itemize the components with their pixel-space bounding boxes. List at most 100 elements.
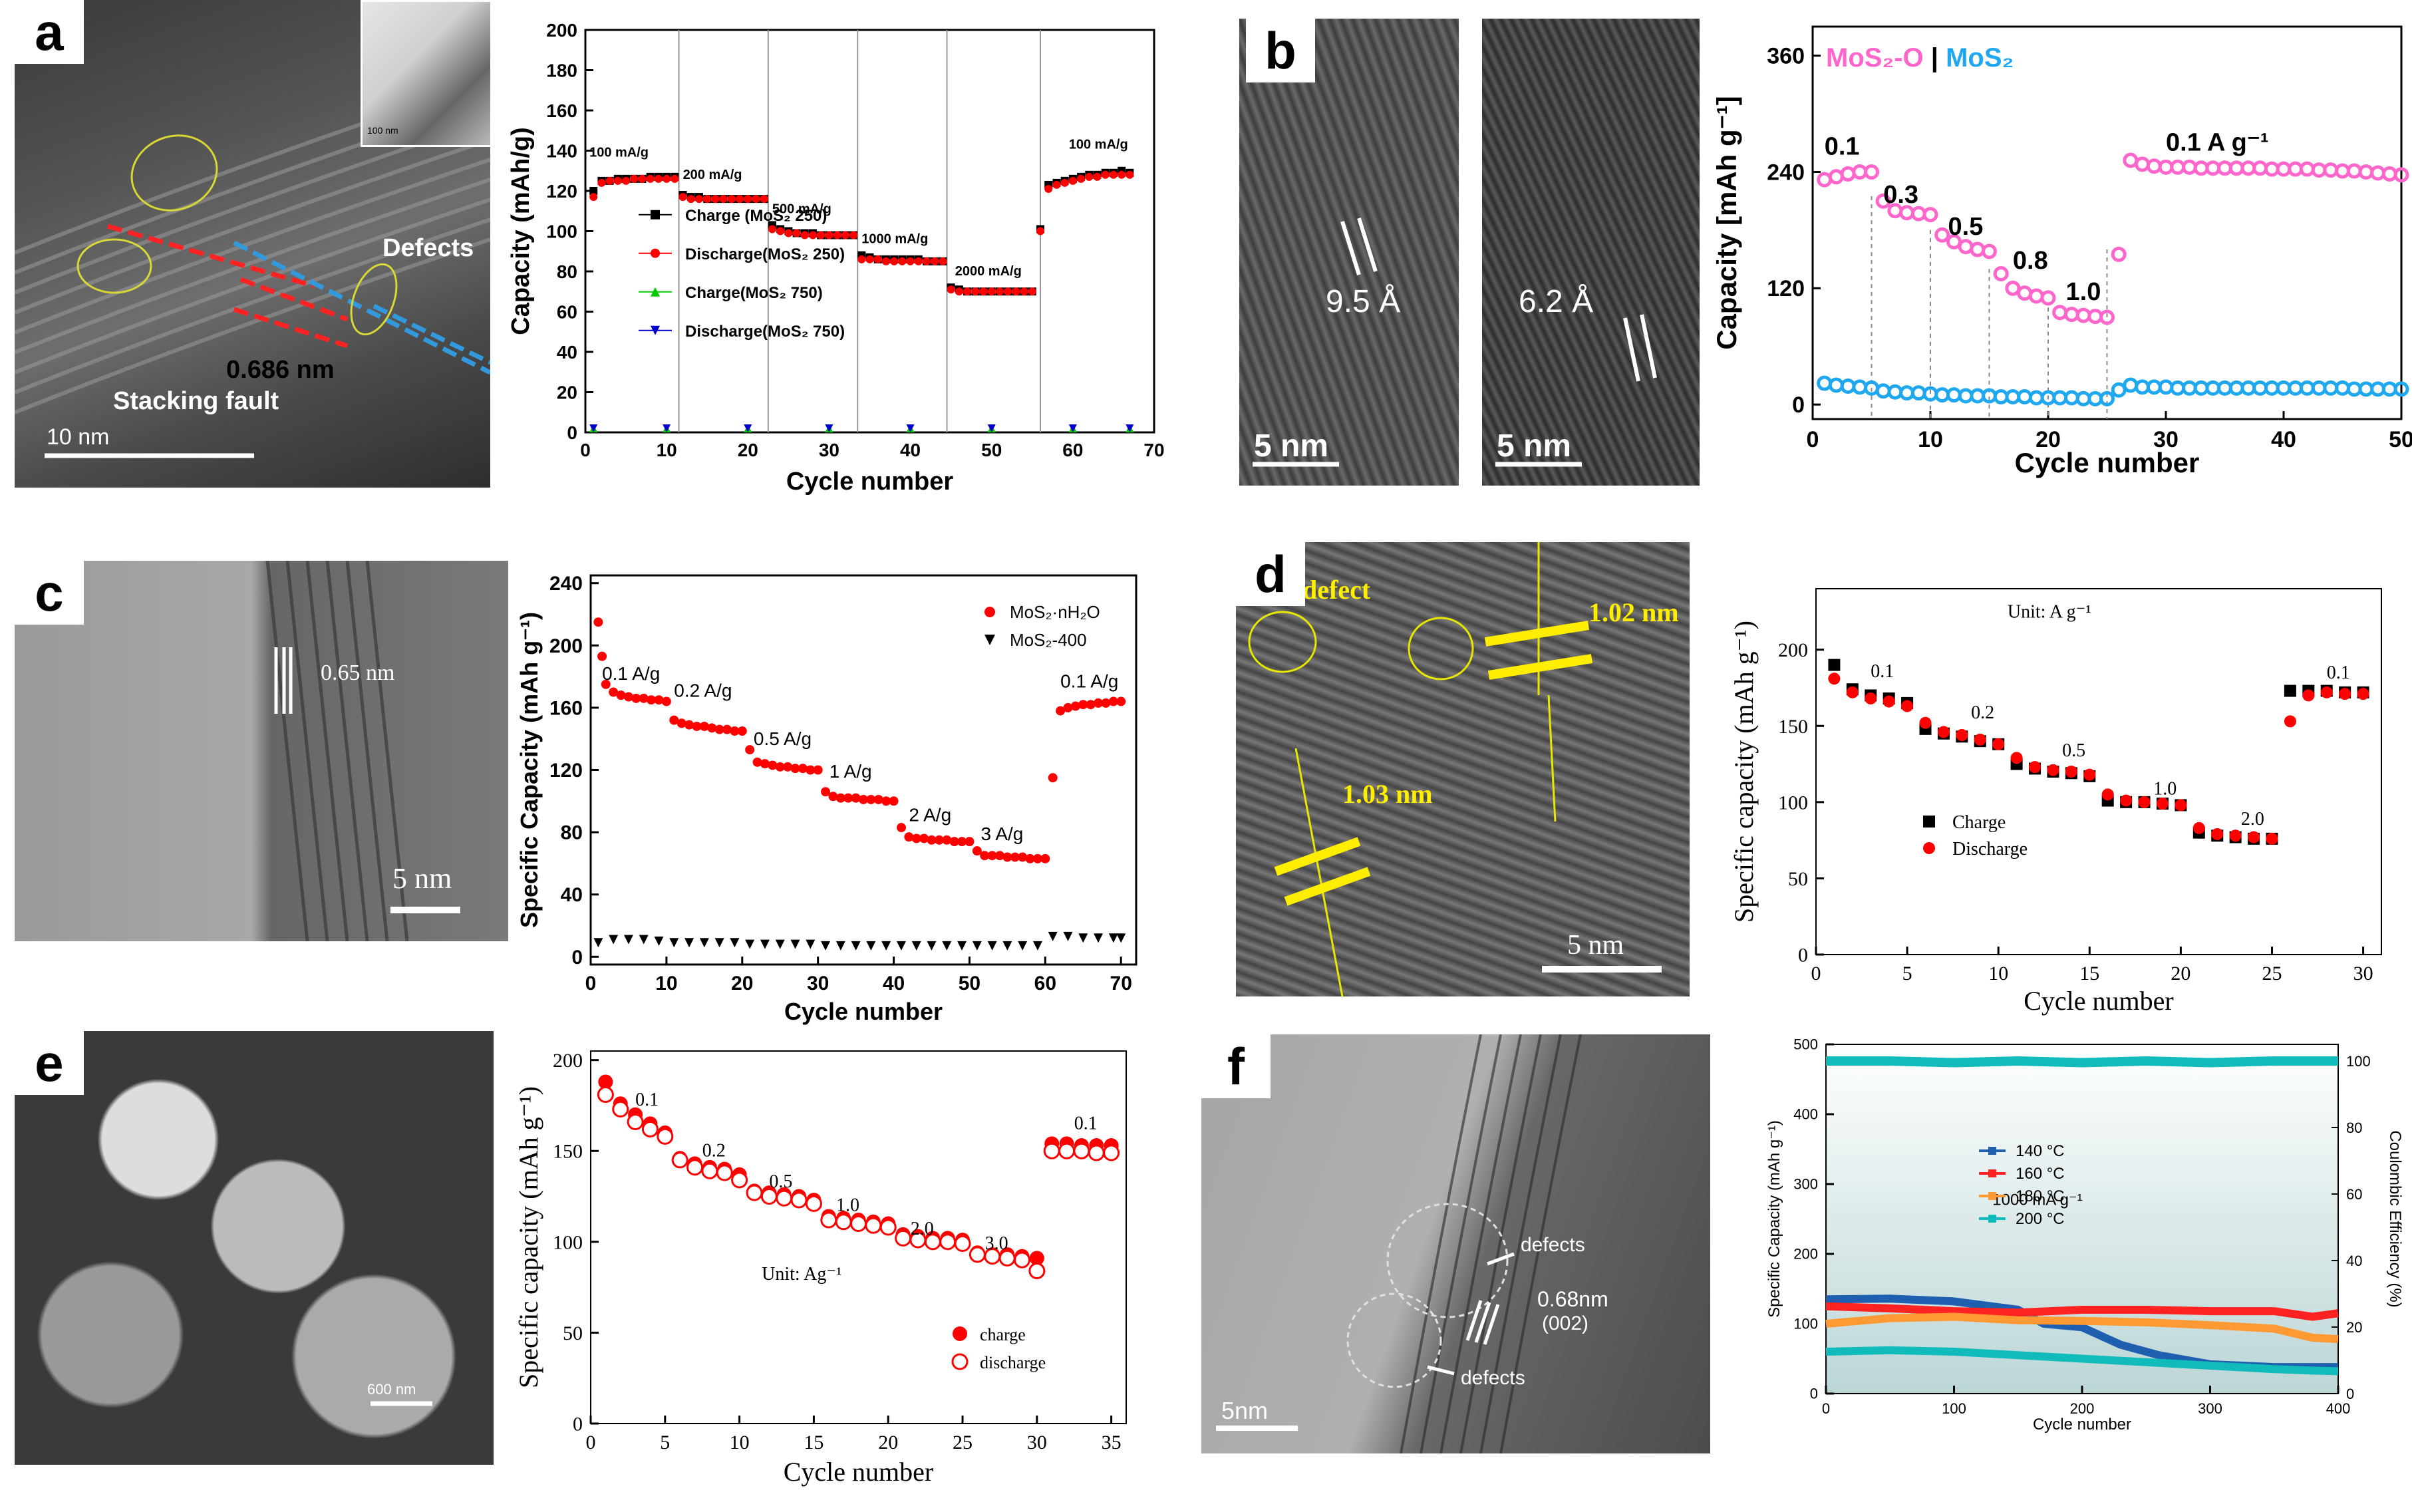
- data-point: [927, 941, 937, 951]
- x-tick-label: 10: [657, 440, 677, 460]
- data-point: [821, 787, 831, 797]
- chart-annotation: 0.1 A g⁻¹: [2166, 128, 2269, 156]
- y-tick-label: 500: [1793, 1036, 1818, 1053]
- x-tick-label: 0: [580, 440, 591, 460]
- y-right-tick-label: 20: [2346, 1319, 2362, 1336]
- legend-marker: [1923, 816, 1935, 828]
- chart-annotation: 0.5: [2062, 740, 2085, 761]
- panel-f-tem-image: defects 0.68nm (002) defects 5nm f: [1201, 1034, 1710, 1453]
- data-point: [1012, 287, 1020, 296]
- data-point: [841, 231, 849, 239]
- y-tick-label: 240: [1767, 160, 1805, 185]
- data-point: [2120, 794, 2133, 807]
- y-tick-label: 360: [1767, 44, 1805, 69]
- data-point: [790, 939, 800, 949]
- data-point: [731, 1171, 748, 1189]
- spacing-label-2: 6.2 Å: [1519, 284, 1594, 319]
- data-point: [857, 255, 866, 263]
- x-tick-label: 5: [1902, 963, 1912, 984]
- data-point: [2010, 752, 2023, 764]
- chart-annotation: 2.0: [2241, 809, 2264, 830]
- chart-annotation: Unit: Ag⁻¹: [762, 1264, 841, 1285]
- x-tick-label: 15: [2079, 963, 2099, 984]
- defects-label: Defects: [382, 234, 474, 262]
- data-point: [939, 257, 947, 265]
- data-point: [641, 1120, 659, 1137]
- x-axis-label: Cycle number: [2024, 986, 2174, 1016]
- x-tick-label: 50: [959, 973, 980, 994]
- data-point: [714, 938, 724, 948]
- legend-marker: [1988, 1147, 1996, 1155]
- data-point: [630, 174, 639, 183]
- data-point: [866, 794, 876, 804]
- x-tick-label: 10: [655, 973, 677, 994]
- data-point: [889, 796, 899, 806]
- y-tick-label: 0: [571, 947, 583, 969]
- data-point: [881, 257, 890, 265]
- data-point: [972, 941, 982, 951]
- data-point: [957, 837, 967, 847]
- data-point: [695, 195, 703, 204]
- data-point: [597, 1086, 614, 1104]
- data-point: [609, 687, 619, 697]
- chart-annotation: 1000 mA/g: [861, 232, 928, 247]
- data-point: [1126, 424, 1134, 432]
- panel-b-tem-image-2: 6.2 Å 5 nm: [1482, 19, 1700, 486]
- data-point: [2284, 684, 2296, 697]
- data-point: [1919, 716, 1932, 729]
- x-tick-label: 60: [1034, 973, 1056, 994]
- data-point: [879, 1219, 897, 1236]
- chart-annotation: 0.1: [1871, 661, 1894, 682]
- y-tick-label: 160: [549, 697, 583, 719]
- data-point: [639, 693, 649, 703]
- x-tick-label: 200: [2070, 1400, 2095, 1417]
- data-point: [2047, 764, 2059, 776]
- y-tick-label: 0: [567, 422, 577, 443]
- series-Discharge(MoS₂ 750): [589, 424, 1134, 432]
- data-point: [1993, 265, 2009, 281]
- chart-annotation: Unit: A g⁻¹: [2008, 602, 2091, 623]
- data-point: [2284, 715, 2296, 728]
- chart-annotation: 3.0: [985, 1233, 1008, 1254]
- data-point: [736, 195, 744, 204]
- x-tick-label: 30: [807, 973, 829, 994]
- data-point: [692, 721, 702, 731]
- y-axis-label: Specific capacity (mAh g⁻¹): [518, 1086, 543, 1388]
- data-point: [1126, 170, 1134, 179]
- data-point: [1956, 729, 1968, 741]
- spacing-label: 0.65 nm: [321, 661, 395, 685]
- data-point: [1068, 424, 1077, 432]
- x-tick-label: 30: [2153, 427, 2179, 452]
- defect-ellipses: [76, 134, 398, 336]
- data-point: [1029, 1251, 1044, 1266]
- data-point: [671, 174, 679, 183]
- data-point: [2211, 828, 2224, 840]
- data-point: [1068, 176, 1077, 185]
- data-point: [623, 692, 633, 702]
- data-point: [699, 721, 709, 731]
- data-point: [589, 187, 598, 195]
- data-point: [865, 1217, 882, 1234]
- x-tick-label: 30: [1027, 1432, 1047, 1453]
- panel-b-tem-image-1: 9.5 Å 5 nm: [1239, 19, 1459, 486]
- x-tick-label: 70: [1143, 440, 1164, 460]
- data-point: [1078, 933, 1088, 943]
- data-point: [623, 935, 633, 945]
- y-tick-label: 400: [1793, 1106, 1818, 1123]
- y-axis-label: Capacity (mAh/g): [507, 127, 535, 335]
- spacing-label-1: 1.02 nm: [1588, 597, 1679, 627]
- panel-label-f: f: [1201, 1034, 1271, 1098]
- x-axis-label: Cycle number: [784, 998, 943, 1025]
- chart-annotation: 0.5: [769, 1171, 792, 1192]
- data-point: [745, 939, 755, 949]
- legend-marker: [953, 1326, 967, 1341]
- data-point: [768, 760, 778, 770]
- y-tick-label: 200: [1793, 1246, 1818, 1263]
- data-point: [813, 765, 823, 775]
- y-tick-label: 20: [557, 382, 577, 402]
- y-tick-label: 0: [1798, 945, 1808, 967]
- data-point: [987, 287, 996, 296]
- series-line-200 °C: [1825, 1346, 2339, 1376]
- data-point: [654, 695, 664, 705]
- data-point: [744, 195, 752, 204]
